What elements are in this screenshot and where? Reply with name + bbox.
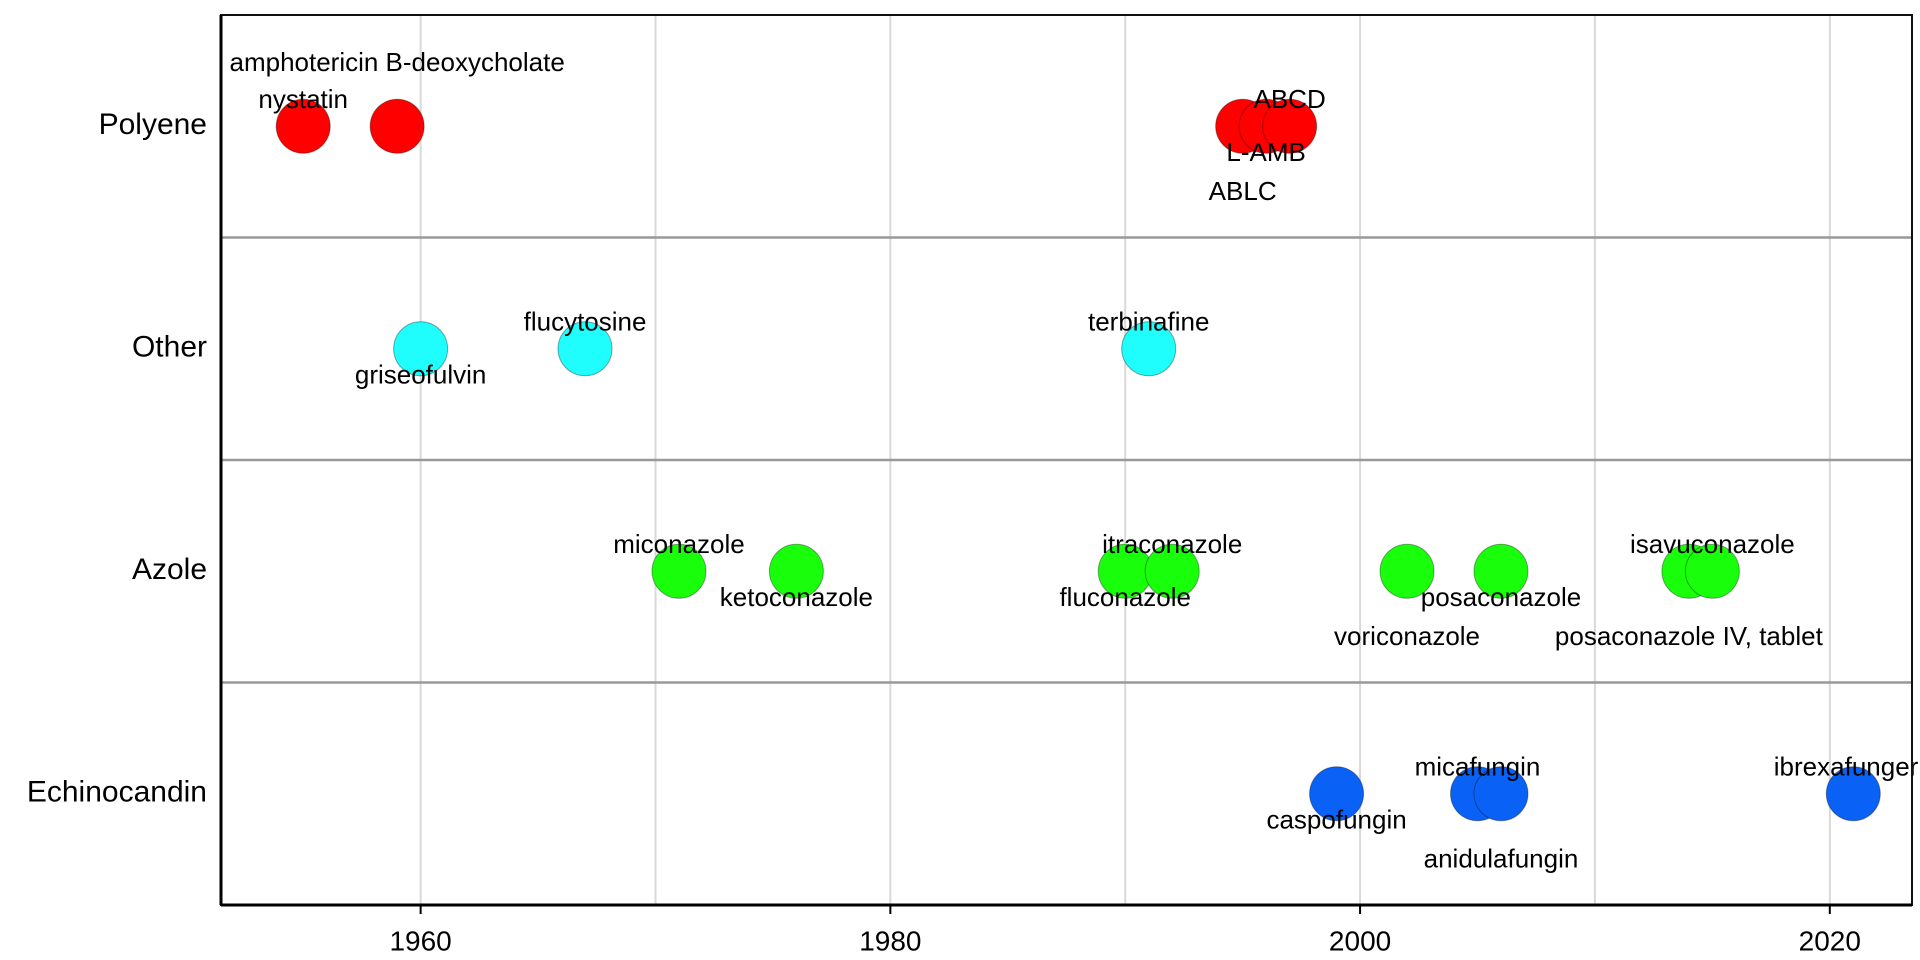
point-label-caspofungin: caspofungin	[1266, 805, 1406, 835]
data-points	[275, 98, 1881, 822]
point-terbinafine	[1121, 321, 1177, 377]
point-label-ibrexafungerp: ibrexafungerp	[1774, 752, 1920, 782]
point-flucytosine	[557, 321, 613, 377]
category-label-polyene: Polyene	[99, 108, 207, 141]
point-label-posaconazole-iv-tablet: posaconazole IV, tablet	[1555, 621, 1824, 651]
point-label-nystatin: nystatin	[258, 84, 348, 114]
point-amphotericin-b-deoxycholate	[369, 98, 425, 154]
category-bands	[221, 236, 1912, 684]
category-label-echinocandin: Echinocandin	[27, 776, 207, 809]
point-label-posaconazole: posaconazole	[1421, 582, 1581, 612]
point-anidulafungin	[1473, 766, 1529, 822]
point-ketoconazole	[768, 543, 824, 599]
category-label-azole: Azole	[132, 553, 207, 586]
point-miconazole	[651, 543, 707, 599]
point-label-amphotericin-b-deoxycholate: amphotericin B-deoxycholate	[229, 47, 564, 77]
x-tick-label-2020: 2020	[1799, 925, 1861, 956]
point-label-miconazole: miconazole	[613, 529, 745, 559]
point-posaconazole	[1473, 543, 1529, 599]
point-label-l-amb: L-AMB	[1226, 137, 1305, 167]
point-label-abcd: ABCD	[1253, 84, 1325, 114]
point-label-anidulafungin: anidulafungin	[1424, 844, 1579, 874]
point-label-ablc: ABLC	[1209, 176, 1277, 206]
point-abcd	[1262, 98, 1318, 154]
point-label-isavuconazole: isavuconazole	[1630, 529, 1795, 559]
point-caspofungin	[1309, 766, 1365, 822]
point-griseofulvin	[393, 321, 449, 377]
x-tick-label-1980: 1980	[859, 925, 921, 956]
point-nystatin	[275, 98, 331, 154]
point-label-micafungin: micafungin	[1415, 752, 1541, 782]
point-ibrexafungerp	[1825, 766, 1881, 822]
axes: Polyene Other Azole Echinocandin 1960 1980 200…	[27, 14, 1913, 956]
point-isavuconazole	[1684, 543, 1740, 599]
point-label-flucytosine: flucytosine	[524, 307, 647, 337]
point-label-fluconazole: fluconazole	[1059, 582, 1191, 612]
point-itraconazole	[1144, 543, 1200, 599]
point-label-ketoconazole: ketoconazole	[720, 582, 873, 612]
point-voriconazole	[1379, 543, 1435, 599]
point-label-griseofulvin: griseofulvin	[355, 360, 487, 390]
x-tick-label-1960: 1960	[389, 925, 451, 956]
point-label-terbinafine: terbinafine	[1088, 307, 1209, 337]
x-tick-label-2000: 2000	[1329, 925, 1391, 956]
category-label-other: Other	[132, 331, 207, 364]
point-labels: nystatin amphotericin B-deoxycholate ABLC L…	[229, 47, 1920, 874]
point-label-voriconazole: voriconazole	[1334, 621, 1480, 651]
point-label-itraconazole: itraconazole	[1102, 529, 1242, 559]
